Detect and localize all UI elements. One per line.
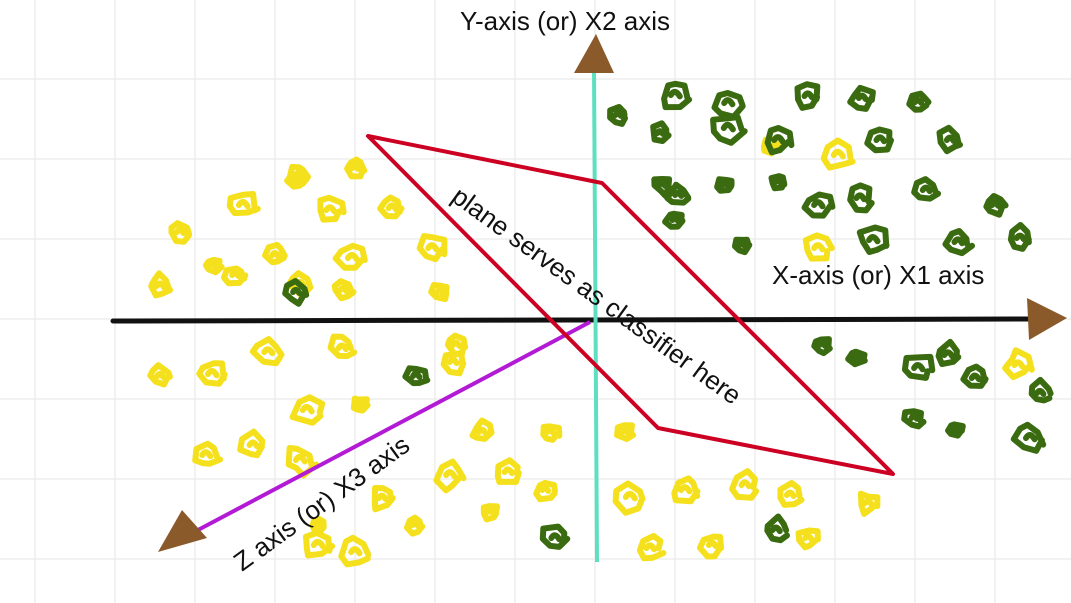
- class-b-point: [945, 421, 966, 439]
- classifier-plane: [366, 134, 895, 476]
- class-b-point: [811, 336, 833, 357]
- class-a-point: [404, 514, 426, 537]
- class-b-point: [1007, 222, 1032, 252]
- class-a-point: [428, 282, 450, 303]
- class-a-point: [820, 137, 856, 171]
- class-b-point: [983, 193, 1009, 218]
- class-b-point: [935, 338, 962, 367]
- class-b-point: [911, 176, 942, 202]
- class-a-point: [416, 233, 448, 263]
- class-b-point: [1028, 376, 1054, 404]
- class-a-point: [338, 534, 372, 568]
- class-b-point: [651, 176, 673, 199]
- class-b-point: [801, 191, 836, 219]
- x-axis-label: X-axis (or) X1 axis: [772, 260, 984, 290]
- class-a-point: [533, 479, 558, 503]
- class-b-point: [732, 236, 753, 256]
- class-b-point: [662, 210, 686, 230]
- class-a-point: [697, 533, 724, 560]
- class-a-point: [350, 395, 371, 414]
- class-a-point: [262, 241, 288, 266]
- class-b-point: [607, 104, 628, 127]
- class-b-point: [768, 173, 788, 192]
- class-b-point: [402, 365, 431, 387]
- class-a-point: [309, 515, 327, 534]
- class-a-point: [303, 530, 336, 559]
- y-axis-line: [592, 67, 599, 563]
- class-b-point: [901, 353, 936, 381]
- class-b-point: [650, 120, 672, 144]
- class-a-point: [802, 232, 835, 262]
- class-a-point: [377, 194, 405, 220]
- class-a-points: [147, 135, 1035, 568]
- z-axis-line: [197, 320, 591, 532]
- class-a-point: [480, 503, 501, 523]
- class-a-point: [332, 242, 368, 271]
- class-a-point: [612, 480, 646, 516]
- class-b-points: [282, 80, 1054, 550]
- class-a-point: [289, 394, 326, 426]
- class-a-point: [469, 417, 495, 442]
- class-b-point: [936, 124, 963, 155]
- class-a-point: [857, 490, 881, 517]
- class-a-point: [237, 428, 266, 459]
- class-b-point: [794, 81, 821, 111]
- class-b-point: [906, 90, 932, 113]
- class-b-point: [1010, 421, 1047, 454]
- class-b-point: [710, 114, 748, 146]
- class-b-point: [764, 125, 795, 156]
- class-a-point: [540, 423, 563, 443]
- class-b-point: [845, 348, 868, 368]
- class-a-point: [221, 265, 249, 287]
- class-a-point: [371, 485, 396, 513]
- class-b-point: [661, 80, 693, 111]
- class-b-point: [960, 363, 989, 389]
- class-b-point: [664, 181, 692, 206]
- class-a-point: [226, 191, 261, 217]
- class-a-point: [147, 362, 173, 388]
- class-a-point: [494, 457, 522, 485]
- class-a-point: [795, 527, 821, 551]
- class-b-point: [764, 513, 790, 544]
- class-a-point: [168, 220, 193, 245]
- arrowhead-icon: [1027, 298, 1067, 340]
- arrowhead-icon: [158, 510, 207, 552]
- class-b-point: [711, 90, 746, 120]
- class-a-point: [1002, 347, 1035, 381]
- class-a-point: [671, 475, 701, 505]
- class-b-point: [282, 278, 310, 307]
- class-a-point: [777, 480, 805, 508]
- arrowhead-icon: [574, 34, 614, 73]
- class-b-point: [539, 523, 571, 550]
- class-a-point: [344, 156, 368, 180]
- class-b-point: [864, 126, 894, 154]
- x-axis-line: [110, 316, 1038, 324]
- class-b-point: [901, 408, 927, 430]
- y-axis-label: Y-axis (or) X2 axis: [460, 6, 670, 36]
- class-a-point: [196, 360, 228, 387]
- class-a-point: [327, 333, 358, 359]
- class-a-point: [331, 278, 357, 302]
- class-a-point: [249, 336, 285, 367]
- class-b-point: [847, 84, 876, 112]
- class-a-point: [192, 440, 224, 467]
- class-b-point: [847, 182, 875, 214]
- class-a-point: [636, 533, 667, 562]
- class-a-point: [614, 422, 637, 442]
- class-b-point: [714, 176, 735, 194]
- class-a-point: [729, 468, 760, 501]
- class-a-point: [317, 194, 347, 223]
- class-a-point: [433, 458, 467, 494]
- class-a-point: [287, 164, 311, 187]
- class-a-point: [440, 349, 467, 377]
- class-b-point: [856, 224, 890, 255]
- class-a-point: [203, 256, 225, 276]
- class-a-point: [148, 270, 174, 299]
- class-b-point: [942, 228, 975, 257]
